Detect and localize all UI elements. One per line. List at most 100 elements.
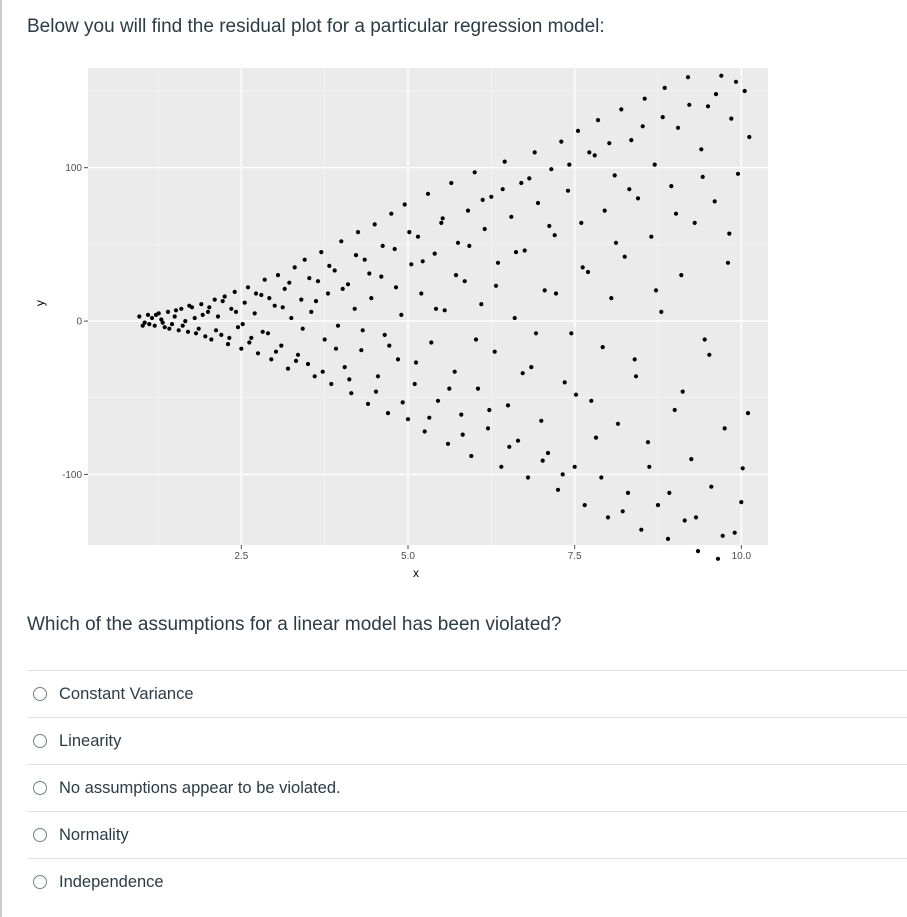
data-point [639,527,644,532]
data-point [427,415,432,420]
data-point [460,432,465,437]
data-point [492,349,497,354]
data-point [180,323,185,328]
answer-option[interactable]: Constant Variance [27,670,907,717]
data-point [167,326,172,331]
radio-button[interactable] [33,734,47,748]
data-point [509,214,514,219]
data-point [555,487,561,492]
data-point [187,303,192,308]
data-point [192,315,197,321]
answer-label: No assumptions appear to be violated. [59,778,341,797]
data-point [172,314,177,319]
data-point [573,392,579,397]
data-point [439,220,444,225]
data-point [245,285,251,290]
data-point [449,180,454,186]
answer-label: Independence [59,872,164,891]
data-point [493,283,499,288]
data-point [605,515,611,520]
data-point [152,323,157,328]
data-point [569,331,574,336]
x-tick-label: 2.5 [234,551,248,562]
data-point [455,240,461,245]
data-point [249,335,254,340]
answer-option[interactable]: Independence [27,858,907,905]
data-point [385,411,391,416]
data-point [405,417,411,422]
data-point [420,259,425,264]
data-point [533,331,539,336]
data-point [685,75,691,80]
data-point [375,374,381,379]
data-point [709,484,714,489]
data-point [485,426,491,431]
data-point [627,187,632,192]
data-point [727,231,732,236]
data-point [325,291,331,296]
data-point [333,346,339,351]
x-tick-label: 5.0 [401,551,415,562]
data-point [447,386,452,391]
data-point [335,323,341,328]
data-point [553,291,559,296]
data-point [527,176,532,181]
data-point [347,377,352,382]
data-point [507,444,512,449]
data-point [595,118,601,123]
data-point [535,200,541,206]
data-point [293,358,299,363]
data-point [305,361,311,367]
data-point [672,407,677,413]
data-point [360,328,365,333]
data-point [339,239,344,244]
radio-button[interactable] [33,875,47,889]
data-point [613,240,619,245]
residual-plot-svg: 2.5 5.0 7.5 10.0 -100 0 100 x y [33,68,768,580]
data-point [382,332,387,337]
data-point [560,472,565,477]
data-point [729,116,734,121]
data-point [619,107,624,112]
data-point [467,243,472,248]
data-point [392,246,397,252]
data-point [500,187,505,192]
data-point [615,421,621,426]
radio-button[interactable] [33,687,47,701]
data-point [702,337,707,342]
data-point [733,79,739,84]
data-point [693,515,699,520]
data-point [745,411,751,416]
data-point [592,153,597,158]
answer-label: Linearity [59,731,122,750]
data-point [629,138,634,143]
data-point [475,386,481,391]
radio-button[interactable] [33,781,47,795]
answer-option[interactable]: Normality [27,811,907,858]
data-point [539,418,544,423]
data-point [499,464,504,469]
radio-button[interactable] [33,828,47,842]
data-point [435,398,441,403]
data-point [169,322,175,327]
data-point [529,365,534,370]
answer-option[interactable]: Linearity [27,717,907,764]
data-point [675,125,681,130]
data-point [653,288,659,293]
data-point [145,312,151,317]
data-point [612,173,617,178]
data-point [520,371,525,376]
data-point [652,162,657,167]
data-point [532,150,537,155]
data-point [176,328,181,333]
data-point [380,243,385,248]
answer-option[interactable]: No assumptions appear to be violated. [27,764,907,811]
data-point [302,257,307,262]
data-point [235,325,241,330]
data-point [540,458,545,463]
y-axis-title: y [33,300,47,306]
data-point [200,312,205,317]
data-point [692,220,697,225]
data-point [747,134,752,140]
data-point [429,340,434,345]
